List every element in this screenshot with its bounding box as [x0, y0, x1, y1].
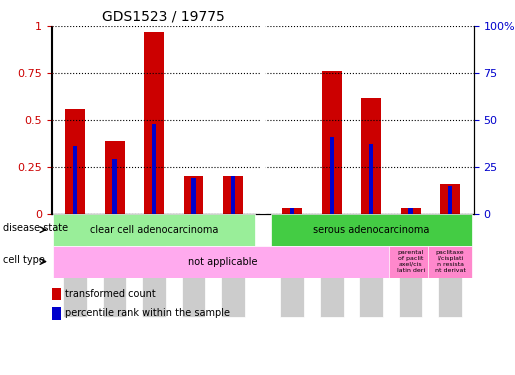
Bar — [65, 109, 85, 214]
Bar — [369, 144, 373, 214]
Bar — [182, 214, 205, 317]
Bar — [399, 214, 422, 317]
Bar — [290, 208, 295, 214]
Bar — [359, 214, 383, 317]
Bar — [184, 176, 203, 214]
Bar — [152, 124, 156, 214]
Bar — [231, 176, 235, 214]
Bar — [428, 246, 472, 278]
Bar — [52, 307, 61, 320]
Bar — [221, 214, 245, 317]
Text: clear cell adenocarcinoma: clear cell adenocarcinoma — [90, 225, 218, 235]
Bar — [438, 214, 462, 317]
Bar — [52, 288, 61, 300]
Bar — [362, 98, 381, 214]
Bar — [112, 159, 117, 214]
Text: transformed count: transformed count — [65, 289, 156, 299]
Bar — [144, 32, 164, 214]
Bar — [192, 178, 196, 214]
Bar — [142, 214, 166, 317]
Bar — [103, 214, 127, 317]
Text: cell type: cell type — [3, 255, 44, 265]
Bar — [54, 246, 393, 278]
Bar — [401, 208, 421, 214]
Bar — [440, 184, 460, 214]
Text: GDS1523 / 19775: GDS1523 / 19775 — [102, 10, 225, 24]
Bar — [73, 146, 77, 214]
Bar — [282, 208, 302, 214]
Bar — [389, 246, 433, 278]
Bar — [223, 176, 243, 214]
Text: parental
of paclit
axel/cis
latin deri: parental of paclit axel/cis latin deri — [397, 251, 425, 273]
Bar — [322, 71, 341, 214]
Bar — [54, 214, 255, 246]
Text: disease state: disease state — [3, 223, 67, 233]
Text: percentile rank within the sample: percentile rank within the sample — [65, 308, 230, 318]
Bar — [320, 214, 344, 317]
Bar — [408, 208, 413, 214]
Text: serous adenocarcinoma: serous adenocarcinoma — [313, 225, 430, 235]
Bar — [280, 214, 304, 317]
Text: not applicable: not applicable — [188, 256, 258, 267]
Text: paclitaxe
l/cisplati
n resista
nt derivat: paclitaxe l/cisplati n resista nt deriva… — [435, 251, 466, 273]
Bar — [105, 141, 125, 214]
Bar — [448, 186, 452, 214]
Bar — [330, 137, 334, 214]
Bar — [270, 214, 472, 246]
Bar — [63, 214, 87, 317]
